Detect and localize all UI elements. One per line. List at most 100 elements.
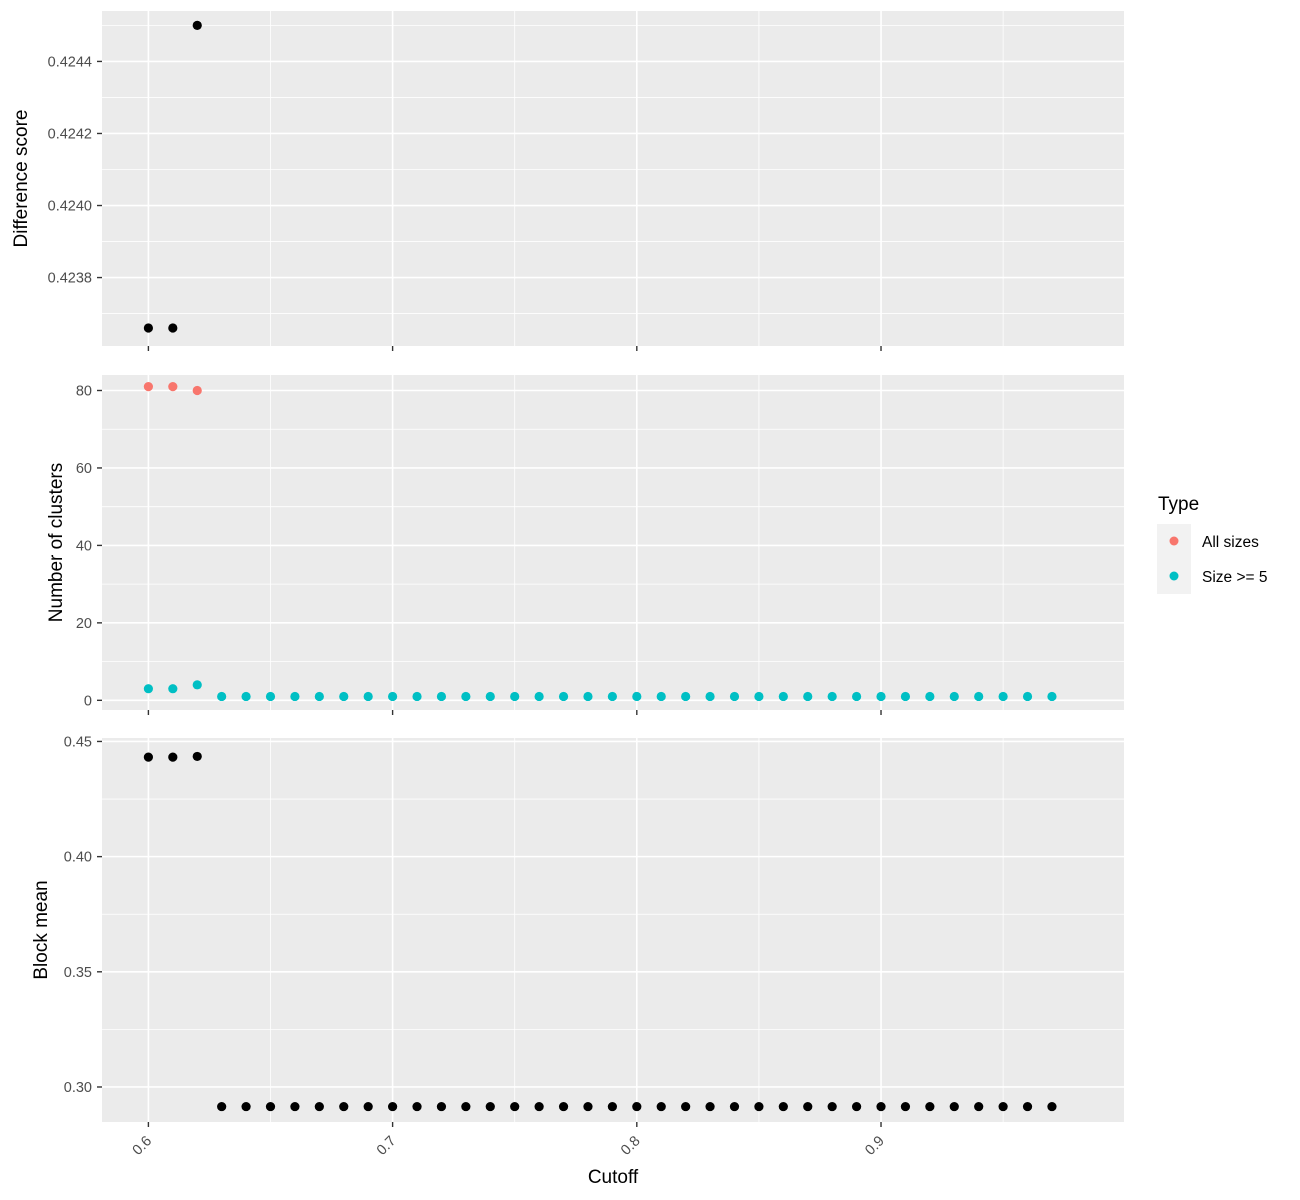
legend-key-all-sizes [1169, 536, 1179, 546]
panel-background [102, 375, 1124, 710]
legend-title: Type [1158, 494, 1199, 515]
data-point-blockmean [778, 1101, 788, 1112]
y-tick-label: 0.30 [64, 1080, 92, 1096]
data-point-size-5 [510, 691, 520, 702]
data-point-blockmean [974, 1101, 984, 1112]
data-point-size-5 [803, 691, 813, 702]
data-point-blockmean [925, 1101, 935, 1112]
data-point-size-5 [998, 691, 1008, 702]
data-point-blockmean [803, 1101, 813, 1112]
data-point-blockmean [265, 1101, 276, 1112]
legend-label-size5: Size >= 5 [1202, 569, 1268, 586]
data-point-size-5 [876, 691, 886, 702]
data-point-size-5 [168, 684, 178, 694]
x-tick-label: 0.9 [862, 1133, 888, 1159]
data-point-size-5 [827, 691, 837, 702]
legend-label-all-sizes: All sizes [1202, 534, 1259, 551]
data-point-size-5 [558, 691, 569, 702]
y-tick-label: 20 [76, 616, 92, 632]
data-point-blockmean [241, 1101, 251, 1112]
data-point-size-5 [974, 691, 984, 702]
data-point-size-5 [339, 691, 349, 702]
data-point-size-5 [656, 691, 666, 702]
data-point-difference [143, 323, 153, 333]
data-point-all-sizes [192, 385, 202, 396]
data-point-blockmean [217, 1101, 227, 1112]
data-point-blockmean [876, 1101, 886, 1112]
legend-key-size5 [1169, 571, 1179, 581]
data-point-difference [168, 323, 178, 333]
panel-difference-score: 0.4238 0.4240 0.4242 0.4244 Difference score [11, 11, 1124, 351]
data-point-size-5 [1022, 691, 1033, 702]
y-tick-label: 40 [76, 538, 92, 554]
data-point-blockmean [632, 1101, 642, 1112]
x-axis-title: Cutoff [588, 1167, 639, 1188]
data-point-size-5 [485, 691, 495, 702]
data-point-blockmean [461, 1101, 471, 1112]
x-tick-marks: 0.6 0.7 0.8 0.9 [130, 1133, 888, 1159]
data-point-size-5 [363, 691, 373, 702]
data-point-blockmean [143, 752, 153, 762]
data-point-size-5 [851, 691, 862, 702]
data-point-size-5 [314, 691, 324, 702]
y-axis-title-clusters: Number of clusters [46, 463, 67, 622]
data-point-blockmean [681, 1101, 691, 1112]
y-tick-label: 0 [84, 693, 92, 709]
panel-number-of-clusters: 0 20 40 60 80 Number of clusters [46, 375, 1124, 715]
data-point-blockmean [168, 752, 178, 762]
data-point-difference [192, 20, 202, 31]
data-point-blockmean [192, 751, 202, 762]
data-point-blockmean [485, 1101, 495, 1112]
data-point-all-sizes [143, 382, 153, 392]
y-axis-title-blockmean: Block mean [31, 880, 52, 979]
data-point-size-5 [265, 691, 276, 702]
y-tick-label: 0.40 [64, 850, 92, 866]
data-point-blockmean [436, 1101, 447, 1112]
data-point-blockmean [949, 1101, 959, 1112]
data-point-size-5 [632, 691, 642, 702]
y-axis-title-difference: Difference score [11, 110, 32, 248]
data-point-blockmean [339, 1101, 349, 1112]
y-tick-label: 0.35 [64, 965, 92, 981]
x-tick-label: 0.6 [130, 1133, 156, 1159]
data-point-size-5 [143, 684, 153, 694]
data-point-blockmean [851, 1101, 862, 1112]
legend: Type All sizes Size >= 5 [1157, 494, 1268, 594]
data-point-blockmean [998, 1101, 1008, 1112]
data-point-size-5 [900, 691, 911, 702]
y-tick-label: 0.4240 [48, 199, 92, 215]
data-point-size-5 [778, 691, 788, 702]
data-point-size-5 [925, 691, 935, 702]
data-point-blockmean [534, 1101, 544, 1112]
y-tick-label: 60 [76, 461, 92, 477]
data-point-size-5 [705, 691, 715, 702]
data-point-size-5 [607, 691, 617, 702]
x-tick-label: 0.7 [374, 1133, 400, 1159]
y-tick-label: 80 [76, 383, 92, 399]
data-point-size-5 [461, 691, 471, 702]
data-point-blockmean [314, 1101, 324, 1112]
data-point-size-5 [388, 691, 398, 702]
data-point-size-5 [436, 691, 447, 702]
data-point-all-sizes [168, 382, 178, 392]
panel-block-mean: 0.30 0.35 0.40 0.45 Block mean [31, 734, 1124, 1127]
data-point-size-5 [583, 691, 593, 702]
data-point-size-5 [681, 691, 691, 702]
data-point-blockmean [1047, 1101, 1057, 1112]
data-point-blockmean [510, 1101, 520, 1112]
panel-background [102, 738, 1124, 1122]
y-tick-label: 0.4244 [48, 54, 92, 70]
data-point-blockmean [583, 1101, 593, 1112]
data-point-size-5 [754, 691, 764, 702]
data-point-blockmean [705, 1101, 715, 1112]
y-tick-label: 0.4242 [48, 126, 92, 142]
data-point-blockmean [827, 1101, 837, 1112]
x-axis: 0.6 0.7 0.8 0.9 Cutoff [130, 1133, 888, 1188]
data-point-size-5 [949, 691, 959, 702]
panel-background [102, 11, 1124, 346]
data-point-size-5 [290, 691, 300, 702]
data-point-size-5 [241, 691, 251, 702]
data-point-blockmean [1022, 1101, 1033, 1112]
data-point-size-5 [534, 691, 544, 702]
